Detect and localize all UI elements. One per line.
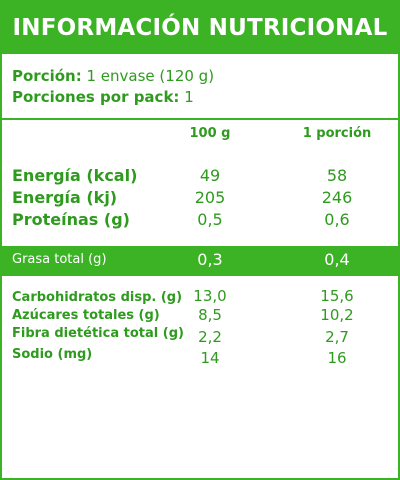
row-label-energy-kcal: Energía (kcal): [12, 166, 138, 185]
row-value-portion: 58: [326, 166, 348, 185]
row-value-portion: 2,7: [325, 328, 349, 346]
row-label-carbs: Carbohidratos disp. (g): [12, 290, 183, 305]
row-label-sodium: Sodio (mg): [12, 347, 93, 362]
row-value-100g: 8,5: [198, 306, 222, 324]
per-pack-value: 1: [184, 88, 194, 106]
row-value-portion: 16: [327, 349, 347, 367]
column-header-portion: 1 porción: [302, 126, 372, 141]
panel-title: INFORMACIÓN NUTRICIONAL: [2, 2, 398, 54]
row-label-proteins: Proteínas (g): [12, 210, 130, 229]
row-value-portion: 10,2: [320, 306, 354, 324]
per-pack-line: Porciones por pack: 1: [12, 87, 214, 108]
fat-label: Grasa total (g): [12, 252, 107, 267]
row-value-100g: 14: [200, 349, 220, 367]
row-value-100g: 0,5: [197, 210, 223, 229]
row-value-portion: 15,6: [320, 287, 354, 305]
row-value-100g: 2,2: [198, 328, 222, 346]
row-value-portion: 0,6: [324, 210, 350, 229]
portion-value: 1 envase (120 g): [86, 67, 215, 85]
row-value-100g: 13,0: [193, 287, 227, 305]
portion-label: Porción:: [12, 67, 82, 85]
per-pack-label: Porciones por pack:: [12, 88, 180, 106]
row-label-sugars: Azúcares totales (g): [12, 308, 160, 323]
row-label-fiber: Fibra dietética total (g): [12, 326, 184, 341]
portion-line: Porción: 1 envase (120 g): [12, 66, 214, 87]
row-value-100g: 205: [194, 188, 226, 207]
row-label-energy-kj: Energía (kj): [12, 188, 118, 207]
column-header-100g: 100 g: [189, 126, 231, 141]
row-value-100g: 49: [199, 166, 221, 185]
serving-info: Porción: 1 envase (120 g) Porciones por …: [12, 66, 214, 108]
section-divider: [2, 118, 398, 120]
fat-value-portion: 0,4: [324, 250, 350, 269]
highlight-row-fat: Grasa total (g) 0,3 0,4: [2, 246, 398, 276]
fat-value-100g: 0,3: [197, 250, 223, 269]
row-value-portion: 246: [321, 188, 353, 207]
